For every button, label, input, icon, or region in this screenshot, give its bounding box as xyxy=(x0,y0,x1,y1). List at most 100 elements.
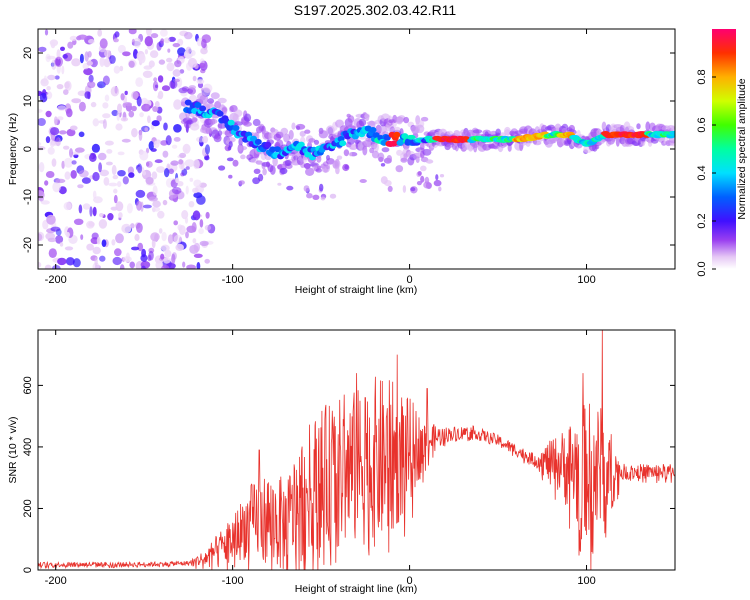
signal-halo xyxy=(316,165,322,169)
colorbar-tick-label: 0.6 xyxy=(696,117,708,132)
noise-blob xyxy=(165,135,172,146)
noise-blob xyxy=(196,37,202,47)
noise-blob xyxy=(45,171,55,178)
noise-blob xyxy=(131,91,139,100)
noise-blob xyxy=(102,102,109,109)
noise-blob xyxy=(157,210,165,219)
noise-blob xyxy=(104,49,111,58)
noise-blob xyxy=(46,55,56,60)
signal-halo xyxy=(384,180,392,187)
noise-blob xyxy=(182,261,186,268)
signal-halo xyxy=(349,152,353,157)
spectrogram-marks xyxy=(38,29,675,269)
noise-blob xyxy=(92,171,100,182)
noise-blob xyxy=(63,202,72,211)
noise-blob xyxy=(62,54,68,59)
noise-blob xyxy=(137,163,143,174)
noise-blob xyxy=(192,187,199,194)
noise-blob xyxy=(141,265,146,269)
signal-halo xyxy=(201,87,211,96)
signal-ridge-cell xyxy=(194,102,202,108)
noise-blob xyxy=(84,91,91,99)
signal-halo xyxy=(325,158,335,165)
signal-halo xyxy=(373,142,379,153)
noise-blob xyxy=(167,48,171,53)
signal-halo xyxy=(433,179,442,187)
signal-halo xyxy=(315,168,322,173)
noise-blob xyxy=(90,101,97,108)
signal-halo xyxy=(280,127,289,135)
noise-blob xyxy=(70,170,77,179)
noise-blob xyxy=(156,115,162,122)
noise-blob xyxy=(46,91,53,100)
noise-blob xyxy=(83,68,93,76)
noise-blob xyxy=(152,207,156,213)
noise-blob xyxy=(196,79,205,84)
noise-blob xyxy=(103,58,111,68)
noise-blob xyxy=(122,176,129,185)
signal-halo xyxy=(187,88,193,94)
noise-blob xyxy=(196,262,201,269)
noise-blob xyxy=(51,158,57,167)
noise-blob xyxy=(113,38,119,43)
noise-blob xyxy=(193,159,200,170)
spectrogram-y-ticks: -20 -10 0 10 20 xyxy=(22,47,675,253)
noise-blob xyxy=(99,255,106,262)
noise-blob xyxy=(80,234,84,240)
signal-ridge-cell xyxy=(264,141,272,148)
noise-blob xyxy=(135,189,146,198)
noise-blob xyxy=(77,34,88,40)
noise-blob xyxy=(91,232,99,240)
x-tick-label: -100 xyxy=(222,274,244,286)
noise-blob xyxy=(151,171,158,180)
noise-blob xyxy=(99,169,110,177)
signal-halo xyxy=(446,143,454,148)
signal-halo xyxy=(234,109,243,117)
noise-blob xyxy=(55,235,64,244)
noise-blob xyxy=(50,127,60,136)
noise-blob xyxy=(161,264,170,269)
noise-blob xyxy=(173,99,182,110)
noise-blob xyxy=(114,31,120,38)
noise-blob xyxy=(43,75,48,84)
signal-halo xyxy=(329,193,337,199)
noise-blob xyxy=(172,43,180,48)
signal-halo xyxy=(336,155,343,160)
signal-halo xyxy=(415,124,425,134)
noise-blob xyxy=(40,200,50,205)
noise-blob xyxy=(101,239,107,247)
signal-halo xyxy=(252,118,261,127)
noise-blob xyxy=(166,62,175,72)
noise-blob xyxy=(193,192,203,199)
noise-blob xyxy=(131,246,140,251)
noise-blob xyxy=(65,231,70,238)
noise-blob xyxy=(160,244,170,252)
noise-blob xyxy=(130,223,135,229)
noise-blob xyxy=(66,128,76,137)
noise-blob xyxy=(126,203,133,214)
noise-blob xyxy=(138,53,146,64)
noise-blob xyxy=(84,51,89,62)
noise-blob xyxy=(119,264,125,269)
noise-blob xyxy=(88,39,95,44)
signal-halo xyxy=(277,182,282,186)
signal-halo xyxy=(380,163,386,167)
noise-blob xyxy=(38,233,43,241)
snr-y-label: SNR (10 * v/v) xyxy=(7,416,19,483)
colorbar: 0.0 0.2 0.4 0.6 0.8 Normalized spectral ampl… xyxy=(696,29,748,277)
signal-halo xyxy=(303,185,310,192)
noise-blob xyxy=(163,37,171,44)
noise-blob xyxy=(77,184,84,189)
noise-blob xyxy=(110,86,120,97)
signal-halo xyxy=(594,144,600,150)
signal-halo xyxy=(265,161,270,168)
noise-blob xyxy=(142,204,152,209)
noise-blob xyxy=(193,242,201,253)
noise-blob xyxy=(160,253,165,260)
y-tick-label: 0 xyxy=(22,567,34,573)
noise-blob xyxy=(148,60,155,68)
noise-blob xyxy=(77,90,87,97)
noise-blob xyxy=(157,90,164,100)
noise-blob xyxy=(72,258,81,268)
noise-blob xyxy=(149,50,159,58)
